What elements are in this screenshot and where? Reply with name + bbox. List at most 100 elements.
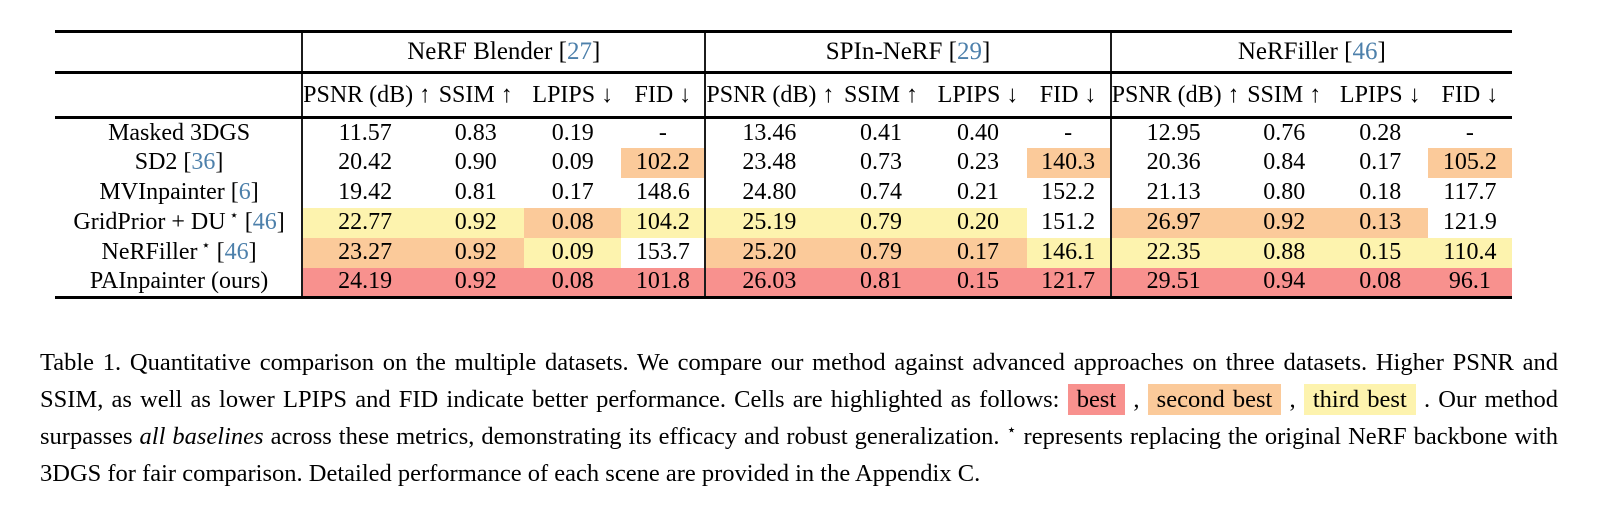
metric-header-spin-nerf-lpips: LPIPS ↓ [929,72,1027,119]
metric-cell: 0.79 [832,237,930,268]
metric-cell: 0.17 [929,237,1027,268]
star-marker: ⋆ [225,208,239,224]
caption-text: , [1125,386,1148,413]
row-label: MVInpainter [6] [99,179,259,205]
table-row-mvinpainter: MVInpainter [6] 19.42 0.81 0.17 148.6 24.80 0.… [55,177,1512,208]
row-label: Masked 3DGS [55,118,302,148]
metric-cell: 104.2 [621,207,706,238]
metric-cell: 146.1 [1026,237,1111,268]
row-label: PAInpainter (ours) [55,268,302,298]
metric-cell: 101.8 [621,267,706,298]
metric-cell: 148.6 [635,179,690,205]
table-row-painpainter-ours: PAInpainter (ours) 24.19 0.92 0.08 101.8 26.0… [55,267,1512,298]
metric-cell: 0.84 [1263,149,1306,175]
citation-link[interactable]: 46 [224,239,249,265]
group-header-nerf-blender: NeRF Blender [27] [301,31,706,74]
metric-cell: 0.92 [427,207,525,238]
table-row-sd2: SD2 [36] 20.42 0.90 0.09 102.2 23.48 0.73 0.23 1… [55,147,1512,178]
metric-cell: 0.92 [1235,207,1333,238]
metric-cell: 0.19 [551,119,594,146]
group-name: SPIn-NeRF [825,38,943,65]
method-name: NeRFiller [101,239,198,265]
results-table-wrap: NeRF Blender [27] SPIn-NeRF [29] NeRFiller… [55,30,1512,299]
metric-header-nerf-blender-psnr: PSNR (dB) ↑ [301,72,428,119]
metric-cell: 22.35 [1109,237,1236,268]
citation-link[interactable]: 6 [238,179,251,205]
metric-cell: 11.57 [301,117,428,148]
metric-cell: 152.2 [1041,179,1096,205]
metric-cell: - [658,119,667,146]
metric-header-spin-nerf-fid: FID ↓ [1026,72,1111,119]
metric-header-nerf-blender-ssim: SSIM ↑ [427,72,525,119]
metric-cell: 24.80 [704,177,833,208]
metric-cell: 0.80 [1263,179,1306,205]
method-name: SD2 [134,149,178,175]
caption-text: Table 1. Quantitative comparison on the … [40,349,1558,413]
metric-cell: 19.42 [301,177,428,208]
method-name: MVInpainter [99,179,225,205]
legend-best-swatch: best [1067,384,1126,415]
metric-cell: 0.83 [454,119,497,146]
star-marker: ⋆ [1006,421,1017,439]
metric-cell: 0.88 [1235,237,1333,268]
table-row-nerfiller: NeRFiller ⋆ [46] 23.27 0.92 0.09 153.7 25.20 0… [55,237,1512,268]
metric-cell: 21.13 [1109,177,1236,208]
metric-cell: 0.08 [524,207,622,238]
citation-link[interactable]: 27 [566,38,592,65]
metric-cell: 0.81 [454,179,497,205]
metric-header-nerf-blender-fid: FID ↓ [621,72,706,119]
metric-cell: 0.94 [1235,267,1333,298]
metric-cell: 0.73 [859,149,902,175]
metric-cell: 0.15 [929,267,1027,298]
metric-cell: 26.03 [704,267,833,298]
metric-cell: 0.09 [524,237,622,268]
metric-cell: 0.79 [832,207,930,238]
metric-cell: 0.08 [524,267,622,298]
dataset-group-header-row: NeRF Blender [27] SPIn-NeRF [29] NeRFiller… [55,31,1512,74]
metric-header-spin-nerf-ssim: SSIM ↑ [832,72,930,119]
citation-link[interactable]: 46 [252,209,277,235]
method-name: Masked 3DGS [108,119,251,146]
citation-link[interactable]: 46 [1352,38,1378,65]
metric-cell: 25.19 [704,207,833,238]
metric-header-row: PSNR (dB) ↑ SSIM ↑ LPIPS ↓ FID ↓ PSNR (dB) ↑… [55,72,1512,119]
method-name: PAInpainter (ours) [89,268,269,295]
group-name: NeRF Blender [407,38,553,65]
metric-cell: 0.17 [551,179,594,205]
metric-header-nerfiller-fid: FID ↓ [1427,72,1512,119]
metric-cell: 23.27 [301,237,428,268]
metric-cell: 13.46 [704,117,833,148]
metric-cell: 23.48 [704,147,833,178]
metric-cell: 0.20 [929,207,1027,238]
caption-text: represents replacing the original NeRF b… [40,423,1559,487]
citation-link[interactable]: 29 [956,38,982,65]
metric-cell: 0.90 [454,149,497,175]
table-caption: Table 1. Quantitative comparison on the … [40,344,1558,492]
metric-cell: 12.95 [1109,117,1236,148]
results-table: NeRF Blender [27] SPIn-NeRF [29] NeRFiller… [55,30,1512,299]
star-marker: ⋆ [197,238,211,254]
metric-cell: 151.2 [1041,209,1096,235]
metric-cell: 0.92 [427,237,525,268]
metric-cell: 0.28 [1359,119,1402,146]
metric-cell: 0.76 [1263,119,1306,146]
legend-second-swatch: second best [1147,384,1282,415]
metric-cell: 0.40 [957,119,1000,146]
group-header-nerfiller: NeRFiller [46] [1109,31,1512,74]
metric-cell: 153.7 [635,239,690,265]
metric-cell: 29.51 [1109,267,1236,298]
metric-cell: 140.3 [1026,147,1111,178]
metric-cell: 0.18 [1359,179,1402,205]
metric-cell: 0.21 [957,179,1000,205]
metric-cell: 110.4 [1427,237,1512,268]
metric-cell: 96.1 [1427,267,1512,298]
metric-cell: 0.08 [1332,267,1428,298]
caption-text: . Our method surpasses [40,386,1559,450]
citation-link[interactable]: 36 [191,149,216,175]
metric-cell: 0.09 [551,149,594,175]
metric-header-nerfiller-psnr: PSNR (dB) ↑ [1109,72,1236,119]
row-label: GridPrior + DU ⋆ [46] [73,208,285,236]
metric-header-nerfiller-ssim: SSIM ↑ [1235,72,1333,119]
metric-cell: 0.92 [427,267,525,298]
metric-cell: 0.15 [1332,237,1428,268]
